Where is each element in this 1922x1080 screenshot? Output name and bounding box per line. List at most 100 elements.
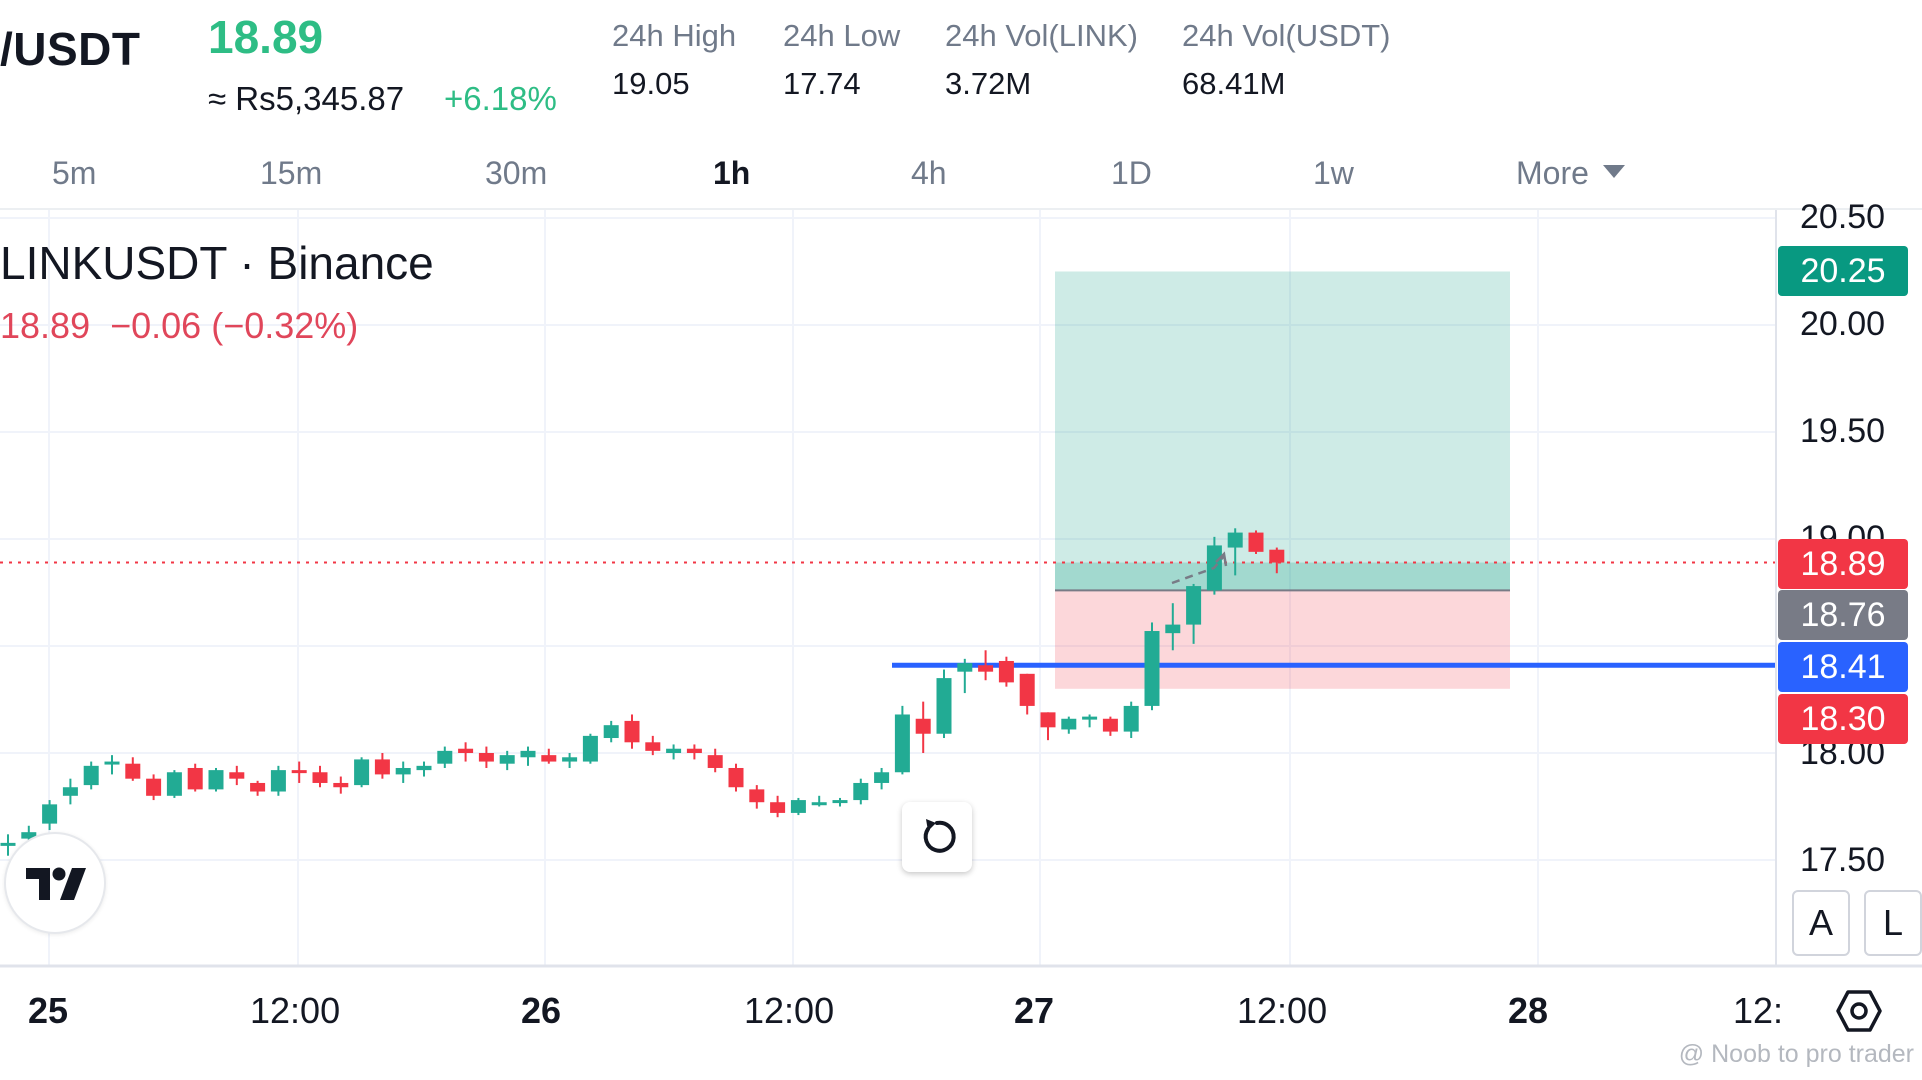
candle-body bbox=[790, 800, 806, 813]
profit-zone bbox=[1055, 271, 1510, 591]
legend-change: −0.06 (−0.32%) bbox=[110, 305, 359, 346]
candle-body bbox=[270, 770, 286, 792]
candle-body bbox=[832, 800, 848, 804]
time-tick: 12:00 bbox=[1237, 990, 1328, 1031]
candle-body bbox=[1248, 532, 1264, 552]
tab-1d[interactable]: 1D bbox=[1111, 155, 1152, 191]
candlestick-chart[interactable] bbox=[0, 210, 1922, 1080]
candle-body bbox=[749, 789, 765, 803]
price-tick: 20.50 bbox=[1800, 198, 1886, 236]
candle-body bbox=[478, 753, 494, 762]
last-price: 18.89 bbox=[208, 11, 324, 63]
more-label: More bbox=[1516, 155, 1589, 191]
candle-body bbox=[104, 761, 120, 765]
tab-1w[interactable]: 1w bbox=[1313, 155, 1354, 191]
position-zones bbox=[1055, 271, 1510, 689]
tradingview-logo[interactable] bbox=[4, 832, 106, 934]
candle-body bbox=[208, 770, 224, 790]
candle-body bbox=[1186, 586, 1202, 625]
pair-name: /USDT bbox=[0, 23, 141, 75]
candle-body bbox=[1102, 718, 1118, 732]
candle-body bbox=[894, 714, 910, 773]
price-tick: 19.50 bbox=[1800, 412, 1886, 450]
candle-body bbox=[146, 778, 162, 796]
candle-body bbox=[1082, 716, 1098, 720]
candle-body bbox=[125, 763, 141, 779]
candle-body bbox=[1061, 718, 1077, 730]
more-menu-button[interactable]: More bbox=[1516, 155, 1625, 192]
stat-value-24h-high: 19.05 bbox=[612, 66, 690, 101]
time-tick: 28 bbox=[1508, 990, 1549, 1031]
time-tick: 12:00 bbox=[250, 990, 341, 1031]
stat-label-24h-low: 24h Low bbox=[783, 18, 901, 53]
price-tick: 20.00 bbox=[1800, 305, 1886, 343]
tab-divider bbox=[0, 208, 1922, 210]
last-price-tag: 18.89 bbox=[1778, 539, 1908, 589]
tradingview-logo-icon bbox=[26, 867, 86, 900]
change-percent: +6.18% bbox=[444, 80, 557, 117]
candle-body bbox=[21, 832, 37, 839]
candle-body bbox=[1144, 631, 1160, 706]
candle-body bbox=[582, 735, 598, 762]
candle-body bbox=[437, 750, 453, 764]
candle-body bbox=[915, 718, 931, 734]
candle-body bbox=[312, 772, 328, 783]
settings-icon[interactable] bbox=[1836, 988, 1882, 1034]
candles bbox=[0, 528, 1285, 856]
chart-grid bbox=[0, 210, 1776, 966]
candle-body bbox=[520, 750, 536, 758]
stat-value-24h-vol-usdt: 68.41M bbox=[1182, 66, 1286, 101]
candle-body bbox=[1269, 549, 1285, 563]
loss-zone bbox=[1055, 590, 1510, 689]
time-tick: 27 bbox=[1014, 990, 1055, 1031]
candle-body bbox=[1227, 532, 1243, 548]
price-lines bbox=[0, 561, 1776, 668]
tab-30m[interactable]: 30m bbox=[485, 155, 548, 191]
candle-body bbox=[728, 767, 744, 788]
entry-price-tag: 18.76 bbox=[1778, 590, 1908, 640]
candle-body bbox=[707, 755, 723, 768]
tab-1h[interactable]: 1h bbox=[713, 155, 751, 191]
candle-body bbox=[603, 725, 619, 739]
candle-body bbox=[978, 665, 994, 672]
reset-chart-button[interactable] bbox=[902, 802, 972, 872]
approx-value: ≈ Rs5,345.87 bbox=[208, 80, 405, 117]
tab-5m[interactable]: 5m bbox=[52, 155, 97, 191]
log-scale-button[interactable]: L bbox=[1864, 890, 1922, 956]
candle-body bbox=[811, 802, 827, 806]
reset-icon bbox=[923, 819, 956, 853]
candle-body bbox=[499, 755, 515, 764]
tab-15m[interactable]: 15m bbox=[260, 155, 323, 191]
legend-price: 18.89 bbox=[0, 305, 91, 346]
candle-body bbox=[1040, 712, 1056, 728]
candle-body bbox=[458, 748, 474, 753]
stat-value-24h-low: 17.74 bbox=[783, 66, 861, 101]
chart-symbol-title: LINKUSDT · Binance bbox=[0, 237, 434, 289]
candle-body bbox=[333, 782, 349, 788]
candle-body bbox=[1165, 624, 1181, 634]
tab-4h[interactable]: 4h bbox=[911, 155, 947, 191]
watermark: @ Noob to pro trader bbox=[1678, 1040, 1914, 1068]
chart-legend-values: 18.89 −0.06 (−0.32%) bbox=[0, 305, 358, 347]
candle-body bbox=[250, 782, 266, 792]
candle-body bbox=[998, 660, 1014, 683]
stat-label-24h-vol-link: 24h Vol(LINK) bbox=[945, 18, 1138, 53]
stat-label-24h-vol-usdt: 24h Vol(USDT) bbox=[1182, 18, 1391, 53]
time-tick: 25 bbox=[28, 990, 69, 1031]
current-profit-fill bbox=[1055, 562, 1510, 591]
candle-body bbox=[1019, 673, 1035, 706]
candle-body bbox=[1123, 705, 1139, 732]
candle-body bbox=[83, 765, 99, 786]
candle-body bbox=[645, 742, 661, 751]
take-profit-tag: 20.25 bbox=[1778, 246, 1908, 296]
candle-body bbox=[624, 720, 640, 743]
auto-scale-button[interactable]: A bbox=[1792, 890, 1850, 956]
candle-body bbox=[0, 842, 16, 846]
stat-value-24h-vol-link: 3.72M bbox=[945, 66, 1032, 101]
horizontal-line-tag: 18.41 bbox=[1778, 642, 1908, 692]
time-tick: 12:00 bbox=[744, 990, 835, 1031]
price-tick: 17.50 bbox=[1800, 841, 1886, 879]
projection-arrow-line bbox=[1171, 555, 1225, 585]
candle-body bbox=[395, 767, 411, 775]
candle-body bbox=[374, 759, 390, 775]
